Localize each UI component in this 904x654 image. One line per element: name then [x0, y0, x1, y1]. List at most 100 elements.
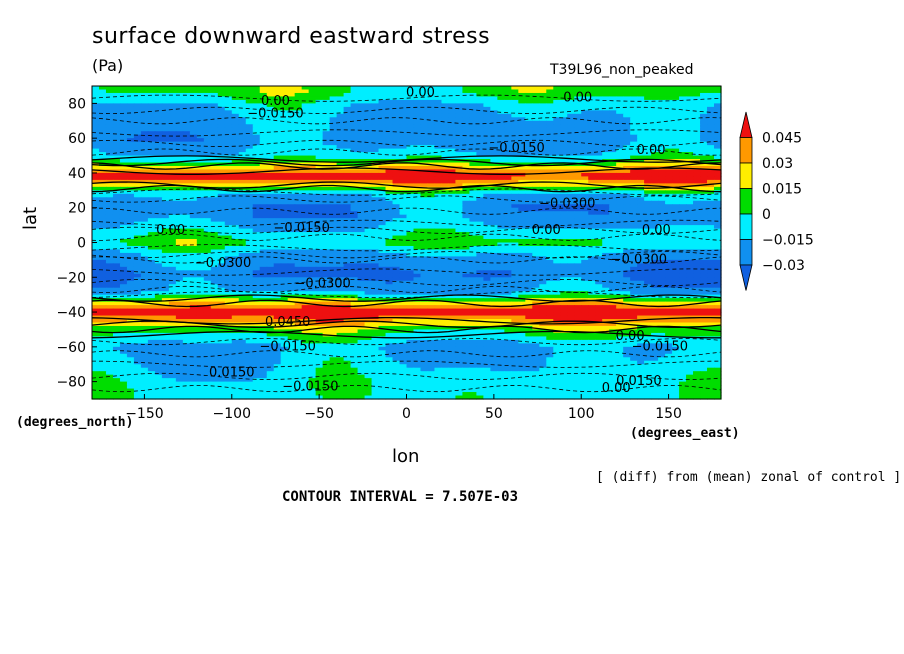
- field-cell: [266, 145, 275, 150]
- field-cell: [112, 99, 121, 104]
- field-cell: [462, 232, 470, 237]
- field-cell: [245, 273, 254, 278]
- field-cell: [350, 183, 359, 188]
- field-cell: [238, 103, 247, 108]
- field-cell: [686, 106, 694, 111]
- field-cell: [532, 152, 540, 157]
- field-cell: [714, 190, 722, 195]
- field-cell: [322, 152, 331, 157]
- field-cell: [504, 197, 512, 202]
- field-cell: [105, 99, 114, 104]
- field-cell: [609, 127, 617, 132]
- field-cell: [217, 190, 226, 195]
- field-cell: [637, 266, 645, 271]
- field-cell: [504, 138, 512, 143]
- field-cell: [511, 218, 519, 223]
- field-cell: [140, 183, 149, 188]
- field-cell: [574, 214, 582, 219]
- field-cell: [343, 86, 352, 91]
- field-cell: [672, 252, 680, 258]
- field-cell: [623, 106, 631, 111]
- field-cell: [413, 225, 422, 230]
- field-cell: [203, 252, 212, 258]
- field-cell: [224, 211, 233, 216]
- field-cell: [308, 183, 317, 188]
- field-cell: [679, 120, 687, 125]
- field-cell: [259, 239, 268, 244]
- field-cell: [378, 259, 387, 264]
- field-cell: [385, 120, 394, 125]
- field-cell: [707, 106, 715, 111]
- field-cell: [427, 183, 436, 188]
- field-cell: [686, 197, 694, 202]
- field-cell: [252, 172, 261, 178]
- field-cell: [161, 273, 170, 278]
- field-cell: [525, 252, 533, 258]
- field-cell: [350, 172, 359, 178]
- field-cell: [322, 225, 331, 230]
- field-cell: [427, 148, 436, 153]
- field-cell: [462, 221, 470, 226]
- field-cell: [112, 221, 121, 226]
- field-cell: [329, 266, 338, 271]
- field-cell: [497, 214, 505, 219]
- field-cell: [92, 152, 100, 157]
- field-cell: [483, 263, 491, 268]
- field-cell: [616, 183, 624, 188]
- field-cell: [119, 190, 128, 195]
- field-cell: [658, 99, 666, 104]
- field-cell: [406, 124, 415, 129]
- field-cell: [364, 96, 373, 101]
- field-cell: [448, 86, 457, 91]
- field-cell: [315, 145, 324, 150]
- field-cell: [343, 249, 352, 254]
- field-cell: [476, 200, 484, 205]
- field-cell: [651, 270, 659, 275]
- field-cell: [483, 127, 491, 132]
- field-cell: [623, 259, 631, 264]
- field-cell: [210, 103, 219, 108]
- field-cell: [119, 159, 128, 164]
- field-cell: [315, 270, 324, 275]
- field-cell: [203, 207, 212, 212]
- field-cell: [399, 92, 408, 98]
- field-cell: [308, 207, 317, 212]
- field-cell: [294, 225, 303, 230]
- field-cell: [210, 141, 219, 146]
- field-cell: [308, 162, 317, 167]
- field-cell: [273, 127, 282, 132]
- field-cell: [175, 235, 184, 240]
- field-cell: [189, 183, 198, 188]
- field-cell: [175, 228, 184, 233]
- field-cell: [434, 225, 443, 230]
- field-cell: [588, 214, 596, 219]
- field-cell: [406, 169, 415, 174]
- field-cell: [658, 86, 666, 91]
- field-cell: [168, 277, 177, 282]
- field-cell: [287, 92, 296, 98]
- field-cell: [378, 165, 387, 171]
- field-cell: [399, 197, 408, 202]
- field-cell: [203, 259, 212, 264]
- field-cell: [273, 99, 282, 104]
- field-cell: [343, 239, 352, 244]
- field-cell: [476, 232, 484, 237]
- field-cell: [147, 145, 156, 150]
- field-cell: [560, 120, 568, 125]
- field-cell: [588, 141, 596, 146]
- field-cell: [462, 252, 470, 258]
- field-cell: [140, 124, 149, 129]
- field-cell: [238, 148, 247, 153]
- field-cell: [518, 162, 526, 167]
- field-cell: [581, 242, 589, 247]
- field-cell: [490, 266, 498, 271]
- field-cell: [238, 186, 247, 191]
- field-cell: [308, 239, 317, 244]
- field-cell: [679, 134, 687, 139]
- field-cell: [98, 145, 107, 150]
- field-cell: [518, 190, 526, 195]
- field-cell: [420, 211, 429, 216]
- field-cell: [357, 106, 366, 111]
- field-cell: [175, 263, 184, 268]
- field-cell: [497, 138, 505, 143]
